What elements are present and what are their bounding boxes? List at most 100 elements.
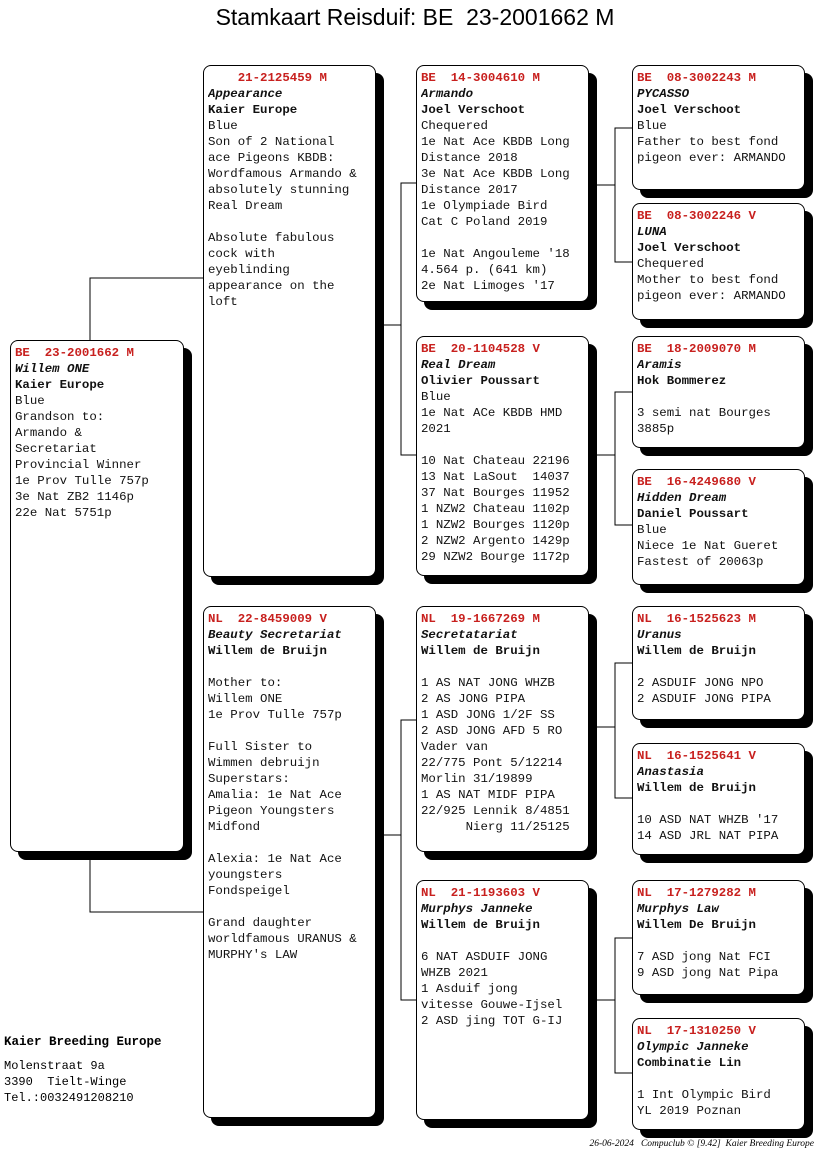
info-line bbox=[208, 723, 371, 739]
ring-number: NL 19-1667269 M bbox=[421, 611, 584, 627]
info-line: Cat C Poland 2019 bbox=[421, 215, 548, 229]
pigeon-name: Real Dream bbox=[421, 358, 496, 372]
info-line: 13 Nat LaSout 14037 bbox=[421, 470, 570, 484]
owner-name: Willem De Bruijn bbox=[637, 918, 756, 932]
country-code: NL bbox=[637, 749, 652, 763]
software-credit: Compuclub © [9.42] bbox=[640, 1139, 721, 1149]
ring-id: 18-2009070 M bbox=[666, 342, 756, 356]
country-code: BE bbox=[421, 71, 436, 85]
info-line: Father to best fond bbox=[637, 135, 779, 149]
ring-id: 21-2125459 M bbox=[237, 71, 327, 85]
footer: 26-06-2024 Compuclub © [9.42] Kaier Bree… bbox=[590, 1139, 814, 1149]
breeder-phone: Tel.:0032491208210 bbox=[4, 1091, 134, 1105]
info-line bbox=[421, 933, 584, 949]
info-line: 1e Prov Tulle 757p bbox=[15, 474, 149, 488]
pigeon-card-sire-dam: BE 20-1104528 V Real Dream Olivier Poussart… bbox=[416, 336, 589, 576]
info-line: Blue bbox=[421, 390, 451, 404]
info-line: Wordfamous Armando & bbox=[208, 167, 357, 181]
pigeon-name: Willem ONE bbox=[15, 362, 90, 376]
info-line: Blue bbox=[637, 523, 667, 537]
ring-id: 17-1310250 V bbox=[666, 1024, 756, 1038]
pigeon-name: PYCASSO bbox=[637, 87, 690, 101]
info-line: 1 NZW2 Chateau 1102p bbox=[421, 502, 570, 516]
info-line: 22e Nat 5751p bbox=[15, 506, 112, 520]
pigeon-card-dam-sire: NL 19-1667269 M Secretatariat Willem de Bru… bbox=[416, 606, 589, 852]
info-line: 6 NAT ASDUIF JONG bbox=[421, 950, 548, 964]
country-code: NL bbox=[421, 886, 436, 900]
info-line: 2 ASD jing TOT G-IJ bbox=[421, 1014, 563, 1028]
pigeon-name: LUNA bbox=[637, 225, 667, 239]
connector-subject-sire bbox=[89, 277, 203, 340]
ring-number: BE 08-3002246 V bbox=[637, 208, 800, 224]
country-code: BE bbox=[637, 342, 652, 356]
ring-number: BE 18-2009070 M bbox=[637, 341, 800, 357]
info-line: 1 NZW2 Bourges 1120p bbox=[421, 518, 570, 532]
ring-number: BE 23-2001662 M bbox=[15, 345, 179, 361]
ring-number: NL 17-1279282 M bbox=[637, 885, 800, 901]
info-line: 1e Nat Ace KBDB Long bbox=[421, 135, 570, 149]
info-line: ace Pigeons KBDB: bbox=[208, 151, 335, 165]
info-line: Distance 2017 bbox=[421, 183, 518, 197]
owner-name: Willem de Bruijn bbox=[421, 644, 540, 658]
pigeon-card-dd-sire: NL 17-1279282 M Murphys Law Willem De Bruij… bbox=[632, 880, 805, 995]
country-code: BE bbox=[637, 71, 652, 85]
pigeon-name: Armando bbox=[421, 87, 474, 101]
info-line: Armando & bbox=[15, 426, 82, 440]
info-line bbox=[637, 389, 800, 405]
owner-name: Kaier Europe bbox=[15, 378, 105, 392]
info-line: eyeblinding bbox=[208, 263, 290, 277]
pigeon-name: Hidden Dream bbox=[637, 491, 727, 505]
pigeon-card-sire-sire: BE 14-3004610 M Armando Joel Verschoot Chequ… bbox=[416, 65, 589, 302]
breeder-info: Kaier Breeding Europe Molenstraat 9a 339… bbox=[4, 1034, 162, 1106]
footer-owner: Kaier Breeding Europe bbox=[725, 1139, 814, 1149]
info-line: 4.564 p. (641 km) bbox=[421, 263, 548, 277]
connector-subject-dam bbox=[89, 852, 203, 913]
info-line: Distance 2018 bbox=[421, 151, 518, 165]
info-line: 22/775 Pont 5/12214 bbox=[421, 756, 563, 770]
connector-sd-parents bbox=[589, 391, 632, 526]
info-line: Fondspeigel bbox=[208, 884, 290, 898]
connector-ss-parents bbox=[589, 127, 632, 263]
info-line bbox=[637, 1071, 800, 1087]
info-line: Provincial Winner bbox=[15, 458, 142, 472]
info-line: pigeon ever: ARMANDO bbox=[637, 151, 786, 165]
ring-id: 21-1193603 V bbox=[450, 886, 540, 900]
info-line: 37 Nat Bourges 11952 bbox=[421, 486, 570, 500]
ring-number: BE 20-1104528 V bbox=[421, 341, 584, 357]
info-line bbox=[421, 659, 584, 675]
info-line: Son of 2 National bbox=[208, 135, 335, 149]
pigeon-card-dd-dam: NL 17-1310250 V Olympic Janneke Combinatie … bbox=[632, 1018, 805, 1130]
page-title: Stamkaart Reisduif: BE 23-2001662 M bbox=[215, 4, 615, 30]
info-line: 2 AS JONG PIPA bbox=[421, 692, 526, 706]
info-line: 1 AS NAT JONG WHZB bbox=[421, 676, 555, 690]
pigeon-card-ds-dam: NL 16-1525641 V Anastasia Willem de Bruijn 1… bbox=[632, 743, 805, 855]
info-line: Chequered bbox=[637, 257, 704, 271]
pigeon-name: Uranus bbox=[637, 628, 682, 642]
pigeon-card-sd-dam: BE 16-4249680 V Hidden Dream Daniel Poussar… bbox=[632, 469, 805, 585]
pigeon-card-dam: NL 22-8459009 V Beauty Secretariat Willem d… bbox=[203, 606, 376, 1118]
breeder-name: Kaier Breeding Europe bbox=[4, 1035, 162, 1049]
ring-id: 08-3002246 V bbox=[666, 209, 756, 223]
ring-number: 21-2125459 M bbox=[208, 70, 371, 86]
pigeon-card-sire: 21-2125459 M Appearance Kaier Europe Blue So… bbox=[203, 65, 376, 577]
info-line: 1 Int Olympic Bird bbox=[637, 1088, 771, 1102]
pigeon-name: Murphys Law bbox=[637, 902, 719, 916]
pigeon-card-ss-sire: BE 08-3002243 M PYCASSO Joel Verschoot Blue F… bbox=[632, 65, 805, 190]
info-line: Nierg 11/25125 bbox=[421, 820, 570, 834]
ring-number: BE 14-3004610 M bbox=[421, 70, 584, 86]
connector-sire-parents bbox=[376, 182, 416, 456]
info-line: Secretariat bbox=[15, 442, 97, 456]
owner-name: Olivier Poussart bbox=[421, 374, 540, 388]
pigeon-card-dam-dam: NL 21-1193603 V Murphys Janneke Willem de B… bbox=[416, 880, 589, 1120]
info-line bbox=[421, 230, 584, 246]
pigeon-card-subject: BE 23-2001662 M Willem ONE Kaier Europe Blue… bbox=[10, 340, 184, 852]
info-line: 2e Nat Limoges '17 bbox=[421, 279, 555, 293]
info-line: 2 ASDUIF JONG PIPA bbox=[637, 692, 771, 706]
owner-name: Daniel Poussart bbox=[637, 507, 749, 521]
info-line: 9 ASD jong Nat Pipa bbox=[637, 966, 779, 980]
country-code: BE bbox=[15, 346, 30, 360]
info-line: 3e Nat Ace KBDB Long bbox=[421, 167, 570, 181]
owner-name: Kaier Europe bbox=[208, 103, 298, 117]
